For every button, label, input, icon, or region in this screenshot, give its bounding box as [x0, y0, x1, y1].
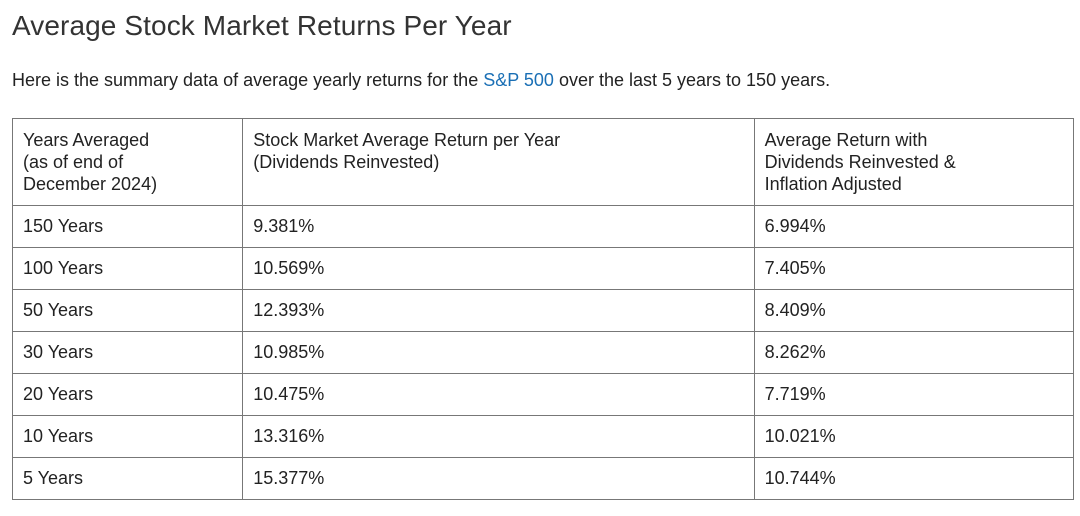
return-cell: 10.475%: [242, 373, 755, 416]
header-line: December 2024): [23, 174, 158, 194]
inflation-adjusted-cell: 6.994%: [753, 205, 1075, 248]
table-header-row: Years Averaged (as of end of December 20…: [11, 118, 1075, 206]
years-cell: 150 Years: [11, 205, 244, 248]
header-line: Years Averaged: [23, 130, 150, 150]
table-row: 30 Years 10.985% 8.262%: [11, 331, 1075, 374]
header-line: Inflation Adjusted: [764, 174, 902, 194]
return-cell: 9.381%: [242, 205, 755, 248]
inflation-adjusted-cell: 10.021%: [753, 415, 1075, 458]
table-row: 20 Years 10.475% 7.719%: [11, 373, 1075, 416]
header-line: (Dividends Reinvested): [253, 152, 440, 172]
return-cell: 15.377%: [242, 457, 755, 500]
returns-table: Years Averaged (as of end of December 20…: [11, 118, 1075, 500]
inflation-adjusted-cell: 7.405%: [753, 247, 1075, 290]
header-average-return: Stock Market Average Return per Year (Di…: [242, 118, 755, 206]
inflation-adjusted-cell: 10.744%: [753, 457, 1075, 500]
header-line: (as of end of: [23, 152, 124, 172]
years-cell: 10 Years: [11, 415, 244, 458]
inflation-adjusted-cell: 7.719%: [753, 373, 1075, 416]
sp500-link[interactable]: S&P 500: [483, 70, 554, 90]
header-line: Stock Market Average Return per Year: [253, 130, 561, 150]
intro-text-end: over the last 5 years to 150 years.: [553, 70, 831, 90]
return-cell: 12.393%: [242, 289, 755, 332]
table-row: 150 Years 9.381% 6.994%: [11, 205, 1075, 248]
page-title: Average Stock Market Returns Per Year: [12, 10, 512, 41]
inflation-adjusted-cell: 8.262%: [753, 331, 1075, 374]
header-years-averaged: Years Averaged (as of end of December 20…: [11, 118, 244, 206]
years-cell: 50 Years: [11, 289, 244, 332]
header-inflation-adjusted: Average Return with Dividends Reinvested…: [753, 118, 1075, 206]
years-cell: 30 Years: [11, 331, 244, 374]
header-line: Dividends Reinvested &: [764, 152, 956, 172]
return-cell: 13.316%: [242, 415, 755, 458]
return-cell: 10.985%: [242, 331, 755, 374]
years-cell: 5 Years: [11, 457, 244, 500]
years-cell: 100 Years: [11, 247, 244, 290]
header-line: Average Return with: [764, 130, 928, 150]
table-row: 10 Years 13.316% 10.021%: [11, 415, 1075, 458]
intro-text-start: Here is the summary data of average year…: [12, 70, 484, 90]
return-cell: 10.569%: [242, 247, 755, 290]
intro-paragraph: Here is the summary data of average year…: [12, 68, 830, 92]
years-cell: 20 Years: [11, 373, 244, 416]
table-row: 100 Years 10.569% 7.405%: [11, 247, 1075, 290]
inflation-adjusted-cell: 8.409%: [753, 289, 1075, 332]
table-row: 50 Years 12.393% 8.409%: [11, 289, 1075, 332]
table-row: 5 Years 15.377% 10.744%: [11, 457, 1075, 500]
